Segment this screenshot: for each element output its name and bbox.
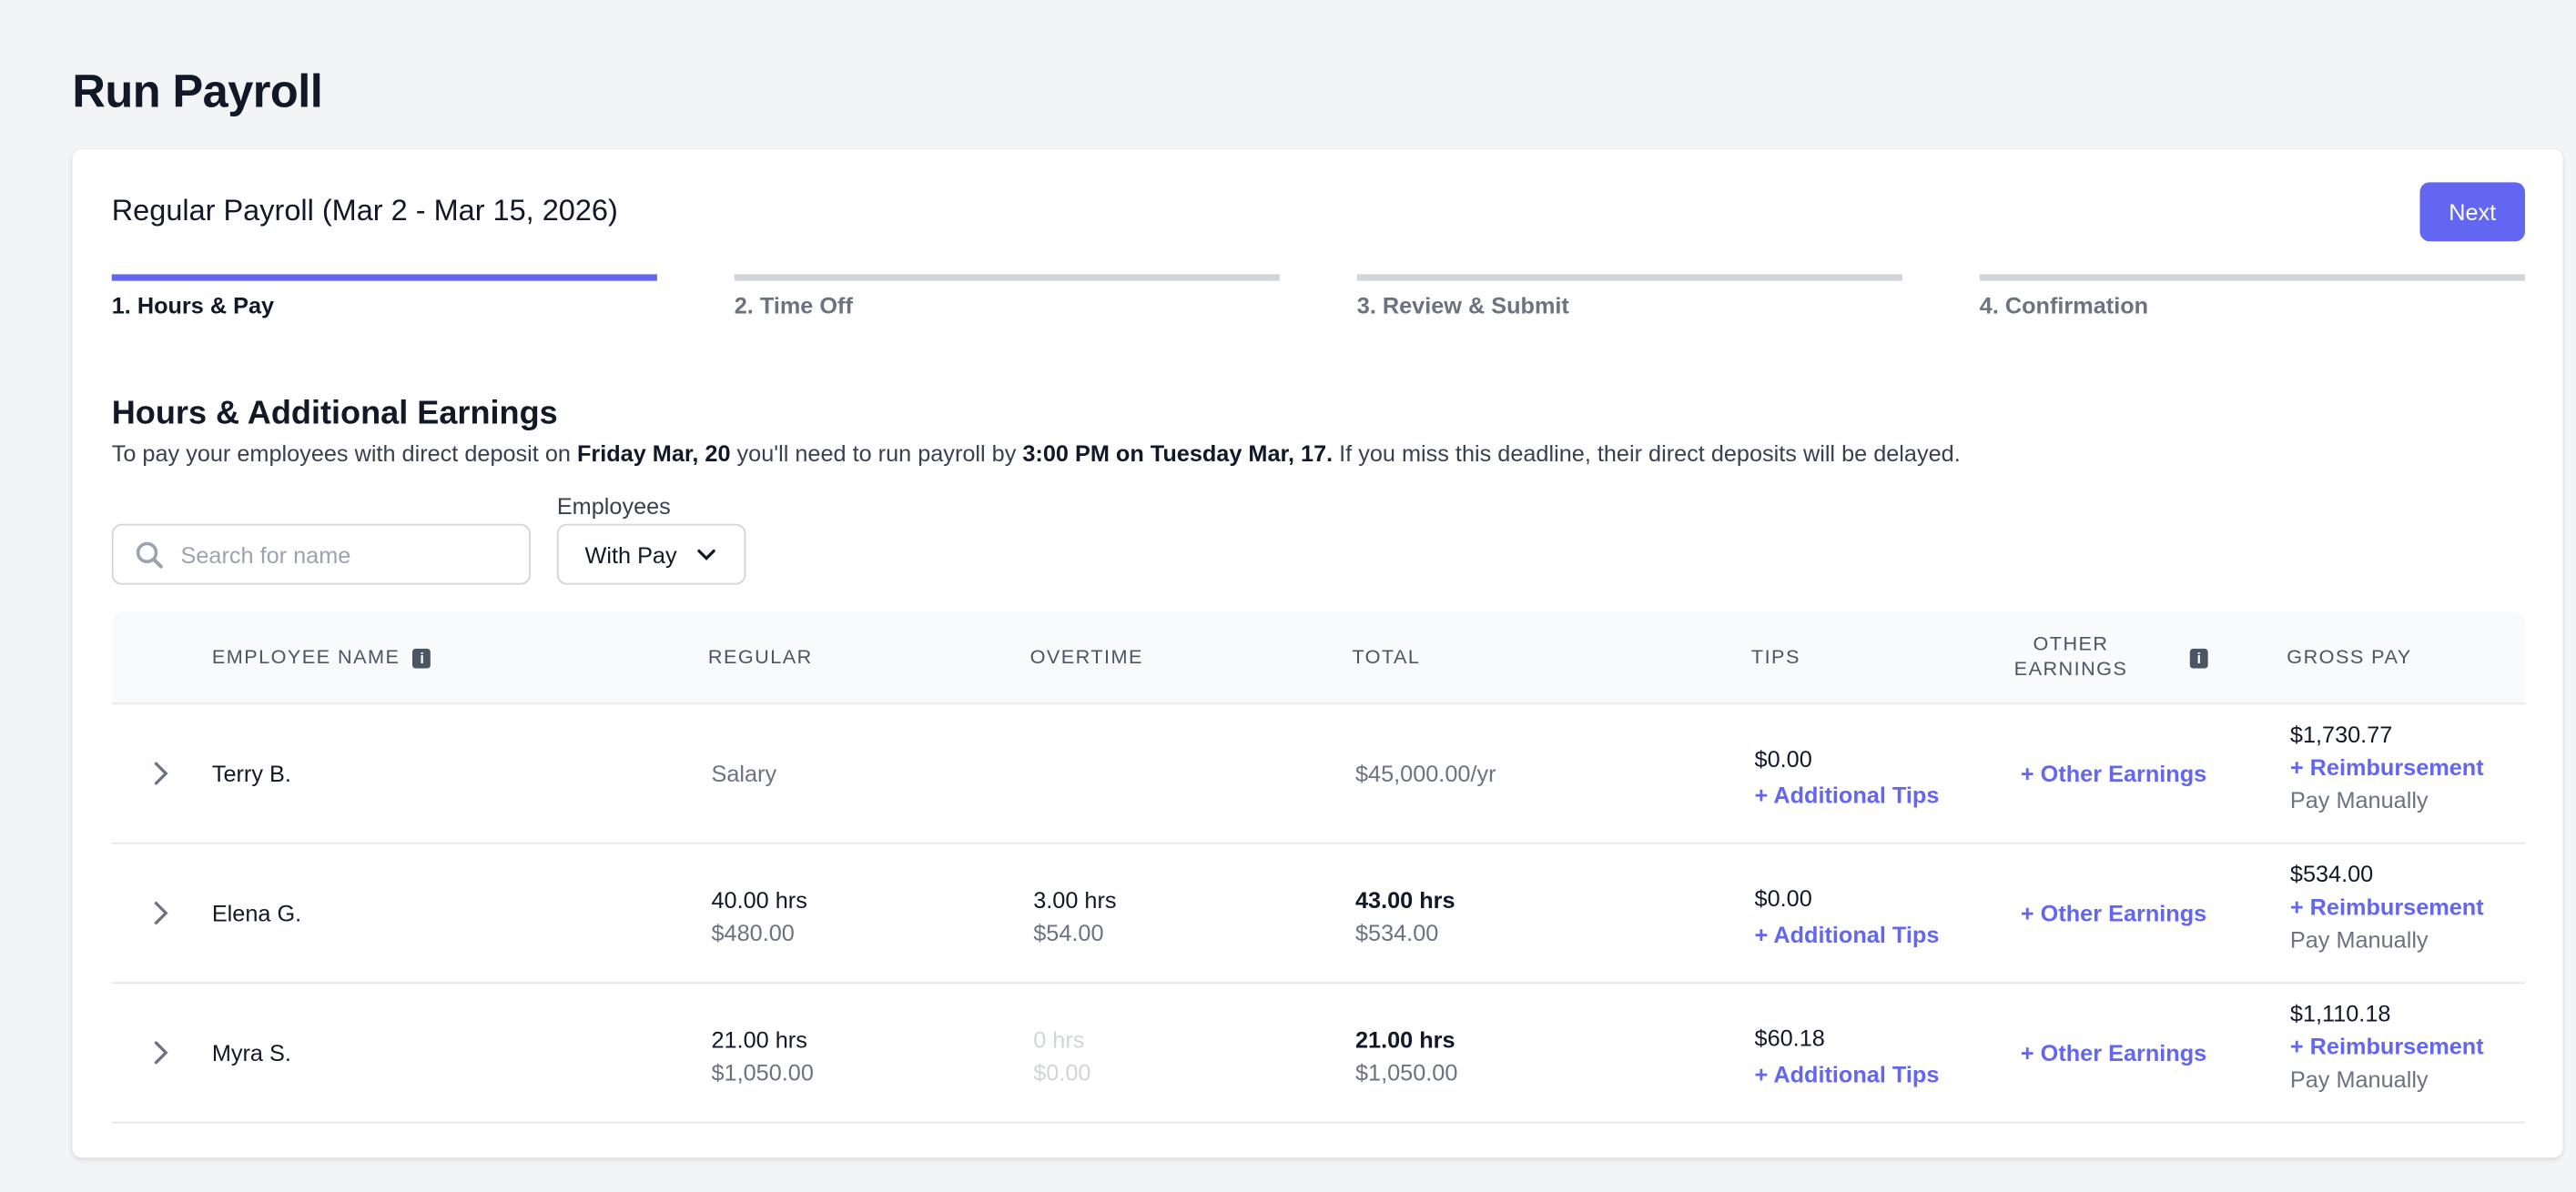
total-cell: 21.00 hrs $1,050.00 (1355, 1023, 1457, 1088)
info-icon[interactable]: i (2189, 648, 2208, 669)
employees-filter-value: With Pay (584, 540, 677, 568)
overtime-hours: 0 hrs (1033, 1026, 1085, 1053)
table-header: EMPLOYEE NAME i REGULAR OVERTIME TOTAL TI… (111, 611, 2525, 705)
regular-value: Salary (711, 760, 777, 787)
step-label: 2. Time Off (734, 292, 853, 319)
reimbursement-link[interactable]: + Reimbursement (2289, 893, 2484, 920)
regular-hours: 40.00 hrs (711, 886, 807, 914)
notice-text: you'll need to run payroll by (730, 439, 1023, 467)
deposit-date: Friday Mar, 20 (576, 439, 731, 467)
employee-name: Myra S. (211, 1039, 291, 1066)
step-confirmation[interactable]: 4. Confirmation (1979, 274, 2525, 319)
col-total: TOTAL (1352, 645, 1421, 669)
additional-tips-link[interactable]: + Additional Tips (1754, 782, 1940, 808)
gross-pay-cell: $1,730.77 + Reimbursement Pay Manually (2290, 718, 2484, 816)
section-heading: Hours & Additional Earnings (111, 395, 558, 432)
page-title: Run Payroll (72, 66, 323, 117)
gross-pay-value: $534.00 (2289, 860, 2374, 887)
step-progress-bar (1979, 274, 2525, 281)
tips-value: $0.00 (1754, 745, 1812, 773)
chevron-right-icon[interactable] (153, 1039, 169, 1066)
col-label: EARNINGS (2013, 656, 2128, 681)
additional-tips-link[interactable]: + Additional Tips (1754, 921, 1940, 948)
total-cell: 43.00 hrs $534.00 (1355, 884, 1455, 949)
overtime-cell: 0 hrs $0.00 (1033, 1023, 1090, 1088)
pay-manually[interactable]: Pay Manually (2289, 925, 2429, 953)
overtime-pay: $54.00 (1033, 919, 1104, 946)
pay-manually[interactable]: Pay Manually (2289, 1066, 2429, 1093)
regular-hours: 21.00 hrs (711, 1026, 807, 1053)
step-hours-pay[interactable]: 1. Hours & Pay (111, 274, 657, 319)
col-tips: TIPS (1750, 645, 1800, 669)
employee-name: Terry B. (211, 760, 291, 787)
col-other-earnings: OTHER EARNINGS (2014, 632, 2128, 682)
reimbursement-link[interactable]: + Reimbursement (2289, 753, 2484, 781)
chevron-right-icon[interactable] (153, 900, 169, 926)
col-label: OTHER (2033, 631, 2109, 656)
step-time-off[interactable]: 2. Time Off (734, 274, 1280, 319)
col-employee-name: EMPLOYEE NAME i (211, 645, 431, 669)
tips-cell: $0.00 + Additional Tips (1755, 741, 1940, 813)
deadline-time: 3:00 PM on Tuesday Mar, 17. (1022, 439, 1334, 467)
tips-cell: $60.18 + Additional Tips (1755, 1020, 1940, 1092)
tips-cell: $0.00 + Additional Tips (1755, 880, 1940, 952)
search-placeholder: Search for name (180, 540, 351, 568)
total-pay: $1,050.00 (1354, 1059, 1458, 1086)
payroll-card: Regular Payroll (Mar 2 - Mar 15, 2026) N… (72, 149, 2563, 1158)
regular-cell: 40.00 hrs $480.00 (711, 884, 806, 949)
gross-pay-value: $1,110.18 (2289, 1000, 2391, 1026)
step-progress-bar (734, 274, 1280, 281)
other-earnings-link[interactable]: + Other Earnings (2020, 760, 2207, 787)
regular-cell: 21.00 hrs $1,050.00 (711, 1023, 813, 1088)
chevron-down-icon (697, 548, 715, 561)
search-icon (136, 540, 163, 568)
other-earnings-link[interactable]: + Other Earnings (2020, 900, 2207, 926)
search-input[interactable]: Search for name (111, 523, 531, 585)
employees-filter-label: Employees (556, 492, 671, 520)
step-label: 4. Confirmation (1979, 292, 2149, 319)
col-gross-pay: GROSS PAY (2287, 645, 2412, 669)
info-icon[interactable]: i (412, 648, 431, 669)
total-hours: 43.00 hrs (1354, 886, 1455, 914)
overtime-cell: 3.00 hrs $54.00 (1033, 884, 1116, 949)
step-label: 1. Hours & Pay (111, 292, 275, 319)
total-hours: 21.00 hrs (1354, 1026, 1455, 1053)
additional-tips-link[interactable]: + Additional Tips (1754, 1060, 1940, 1087)
deadline-notice: To pay your employees with direct deposi… (112, 440, 1961, 467)
overtime-hours: 3.00 hrs (1033, 886, 1117, 914)
reimbursement-link[interactable]: + Reimbursement (2289, 1033, 2484, 1060)
total-pay: $534.00 (1354, 919, 1439, 946)
gross-pay-cell: $534.00 + Reimbursement Pay Manually (2290, 857, 2484, 955)
gross-pay-value: $1,730.77 (2289, 721, 2393, 748)
step-progress-bar (1356, 274, 1902, 281)
tips-value: $0.00 (1754, 884, 1812, 912)
gross-pay-cell: $1,110.18 + Reimbursement Pay Manually (2290, 997, 2484, 1096)
step-label: 3. Review & Submit (1356, 292, 1569, 319)
regular-pay: $480.00 (711, 919, 795, 946)
overtime-pay: $0.00 (1033, 1059, 1091, 1086)
col-overtime: OVERTIME (1029, 645, 1143, 669)
employees-table: EMPLOYEE NAME i REGULAR OVERTIME TOTAL TI… (111, 611, 2525, 1124)
regular-pay: $1,050.00 (711, 1059, 814, 1086)
other-earnings-link[interactable]: + Other Earnings (2020, 1039, 2207, 1066)
total-value: $45,000.00/yr (1354, 760, 1496, 787)
table-row: Elena G. 40.00 hrs $480.00 3.00 hrs $54.00… (111, 844, 2525, 985)
step-progress-bar (111, 274, 657, 281)
info-icon-other[interactable]: i (2189, 645, 2208, 669)
pay-manually[interactable]: Pay Manually (2289, 786, 2429, 813)
step-review-submit[interactable]: 3. Review & Submit (1356, 274, 1902, 319)
notice-text: If you miss this deadline, their direct … (1333, 439, 1961, 467)
col-regular: REGULAR (707, 645, 813, 669)
next-button[interactable]: Next (2419, 182, 2525, 242)
employee-name: Elena G. (211, 900, 302, 926)
chevron-right-icon[interactable] (153, 761, 169, 787)
table-row: Terry B. Salary $45,000.00/yr $0.00 + Add… (111, 704, 2525, 844)
notice-text: To pay your employees with direct deposi… (111, 439, 577, 467)
col-label: EMPLOYEE NAME (211, 645, 401, 669)
payroll-title: Regular Payroll (Mar 2 - Mar 15, 2026) (111, 193, 618, 227)
employees-filter-select[interactable]: With Pay (556, 523, 746, 585)
tips-value: $60.18 (1754, 1025, 1825, 1052)
table-row: Myra S. 21.00 hrs $1,050.00 0 hrs $0.00 21… (111, 984, 2525, 1124)
